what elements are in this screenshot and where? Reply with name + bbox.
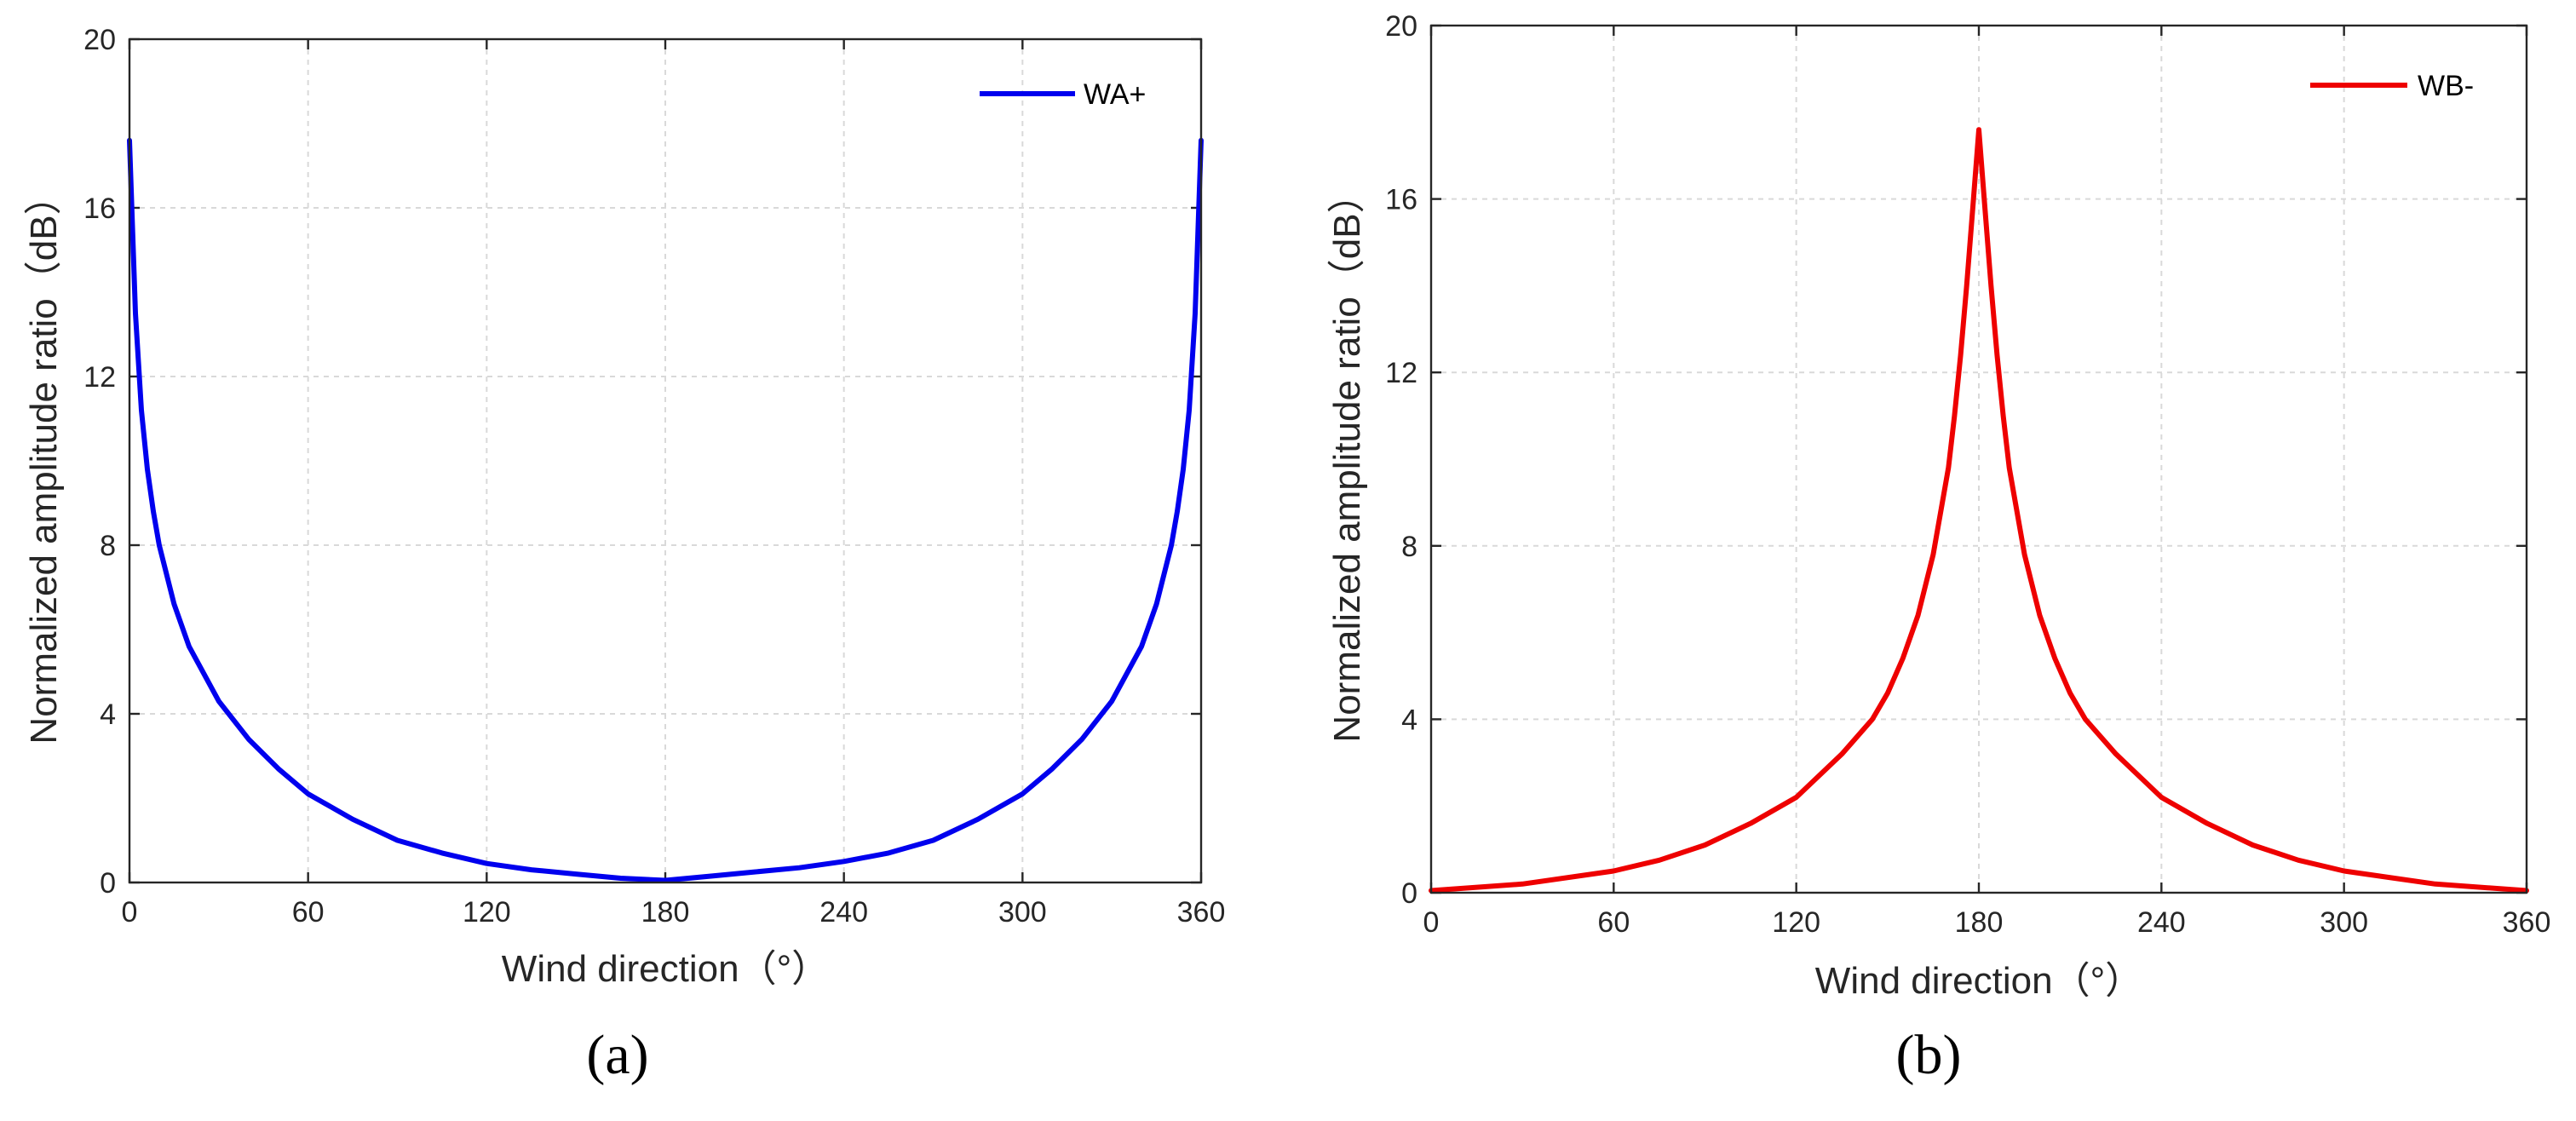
panel-label-a: (a) — [586, 1024, 648, 1086]
y-tick-label-a-5: 20 — [83, 24, 116, 56]
y-tick-label-b-3: 12 — [1385, 357, 1417, 389]
x-tick-label-a-6: 360 — [1177, 896, 1226, 928]
y-tick-label-a-4: 16 — [83, 193, 116, 225]
y-tick-label-b-1: 4 — [1401, 704, 1417, 736]
y-tick-label-a-0: 0 — [100, 867, 116, 900]
y-tick-label-a-3: 12 — [83, 361, 116, 394]
x-tick-label-b-5: 300 — [2320, 906, 2368, 939]
panel-label-b: (b) — [1896, 1024, 1962, 1086]
legend-a: WA+ — [980, 78, 1146, 111]
x-tick-label-a-4: 240 — [819, 896, 868, 928]
plot-frame-a — [128, 37, 1203, 884]
x-axis-label-b: Wind direction（°） — [1815, 960, 2142, 1002]
y-tick-label-b-2: 8 — [1401, 531, 1417, 563]
x-tick-label-a-0: 0 — [122, 896, 138, 928]
chart-panel-a: 0 60 120 180 240 300 360 0 4 8 12 16 20 WA+ Wind dir… — [23, 24, 1225, 1086]
grid-a — [129, 39, 1201, 882]
y-tick-label-a-2: 8 — [100, 530, 116, 562]
y-tick-label-b-4: 16 — [1385, 184, 1417, 216]
legend-b-label: WB- — [2418, 70, 2474, 102]
x-tick-label-b-2: 120 — [1772, 906, 1820, 939]
chart-panel-b: 0 60 120 180 240 300 360 0 4 8 12 16 20 WB- Wind dir… — [1326, 10, 2550, 1086]
x-tick-label-b-3: 180 — [1955, 906, 2004, 939]
x-tick-label-b-0: 0 — [1423, 906, 1440, 939]
x-axis-label-a: Wind direction（°） — [502, 948, 829, 990]
y-tick-label-b-5: 20 — [1385, 10, 1417, 43]
grid-b — [1431, 26, 2527, 893]
series-line-a-0 — [127, 137, 1204, 883]
y-axis-label-a: Normalized amplitude ratio（dB） — [23, 177, 65, 744]
legend-a-label: WA+ — [1084, 78, 1146, 111]
y-tick-label-a-1: 4 — [100, 698, 116, 731]
x-tick-label-b-4: 240 — [2137, 906, 2186, 939]
x-tick-label-a-5: 300 — [998, 896, 1047, 928]
series-b — [1429, 127, 2529, 894]
series-a — [127, 137, 1204, 883]
ticks-a: 0 60 120 180 240 300 360 0 4 8 12 16 20 — [83, 24, 1225, 928]
x-tick-label-b-6: 360 — [2503, 906, 2551, 939]
legend-b: WB- — [2310, 70, 2474, 102]
ticks-b: 0 60 120 180 240 300 360 0 4 8 12 16 20 — [1385, 10, 2550, 939]
x-tick-label-a-3: 180 — [641, 896, 690, 928]
plot-frame-b — [1429, 24, 2528, 894]
x-tick-label-b-1: 60 — [1597, 906, 1630, 939]
x-tick-label-a-1: 60 — [292, 896, 325, 928]
y-axis-label-b: Normalized amplitude ratio（dB） — [1326, 175, 1368, 742]
y-tick-label-b-0: 0 — [1401, 877, 1417, 910]
x-tick-label-a-2: 120 — [463, 896, 511, 928]
series-line-b-0 — [1429, 127, 2529, 894]
